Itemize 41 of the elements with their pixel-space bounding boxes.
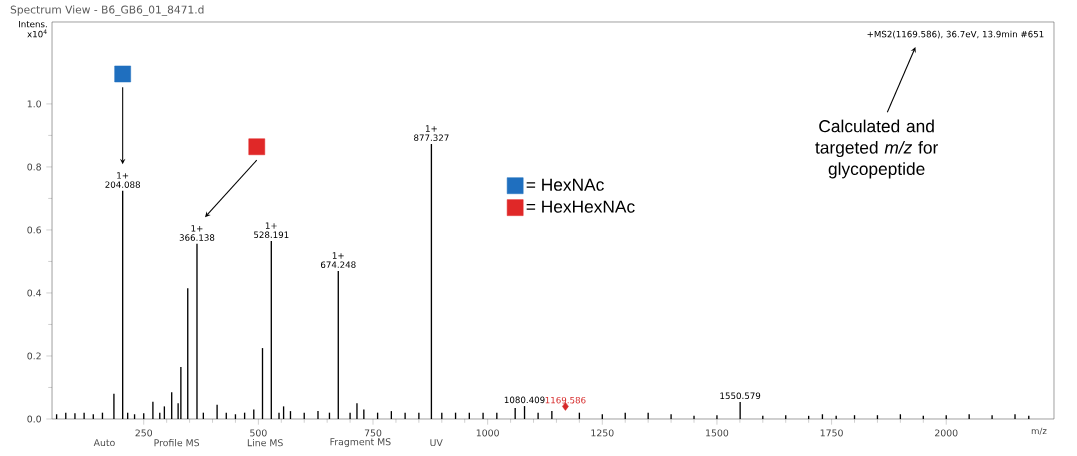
annotation: 1+ [117, 172, 129, 179]
x-tick-label: 1500 [706, 429, 729, 437]
annotation: 1+ [265, 222, 277, 229]
text: Fragment MS [330, 438, 391, 448]
annotation: 674.248 [320, 261, 356, 268]
y-tick-label: 1.0 [27, 100, 41, 108]
text: Auto [93, 439, 115, 447]
annotation: 1169.586 [545, 396, 586, 404]
y-axis-title: Intens. x10$^{4}$ [19, 20, 47, 38]
x-axis-title: m/z [1031, 427, 1047, 435]
annotation: 1+ [332, 252, 344, 259]
chart-title: Spectrum View - B6_GB6_01_8471.d [10, 5, 204, 16]
annotation: 1550.579 [720, 392, 761, 400]
annotation: 1+ [191, 225, 203, 232]
annotation: 366.138 [179, 234, 215, 241]
annotation: 877.327 [414, 134, 449, 141]
annotation: 1+ [425, 125, 437, 132]
annotation: 528.191 [254, 231, 289, 239]
legend-label: = HexHexNAc [526, 200, 635, 213]
text: +MS2(1169.586), 36.7eV, 13.9min #651 [867, 30, 1044, 39]
point [248, 138, 266, 156]
x-tick-label: 250 [135, 429, 153, 437]
y-tick-label: 0.6 [27, 226, 42, 234]
x-tick-label: 2000 [935, 429, 958, 437]
x-tick-label: 1000 [476, 429, 499, 437]
y-tick-label: 0.0 [27, 415, 41, 423]
y-tick-label: 0.8 [27, 163, 41, 171]
text: Profile MS [154, 439, 200, 447]
x-tick-label: 500 [250, 429, 267, 437]
y-tick-label: 0.4 [27, 289, 42, 297]
annotation: 204.088 [105, 181, 140, 188]
x-tick-label: 750 [364, 429, 382, 437]
annotation: Calculated and targeted m/z for glycopeptide [815, 119, 938, 179]
point [114, 65, 131, 83]
text: UV [430, 439, 443, 447]
x-tick-label: 1250 [591, 429, 614, 437]
x-tick-label: 1750 [820, 429, 843, 437]
y-tick-label: 0.2 [27, 352, 41, 360]
annotation: 1080.409 [504, 396, 545, 404]
text: Line MS [247, 439, 283, 447]
legend-label: = HexNAc [526, 178, 604, 191]
